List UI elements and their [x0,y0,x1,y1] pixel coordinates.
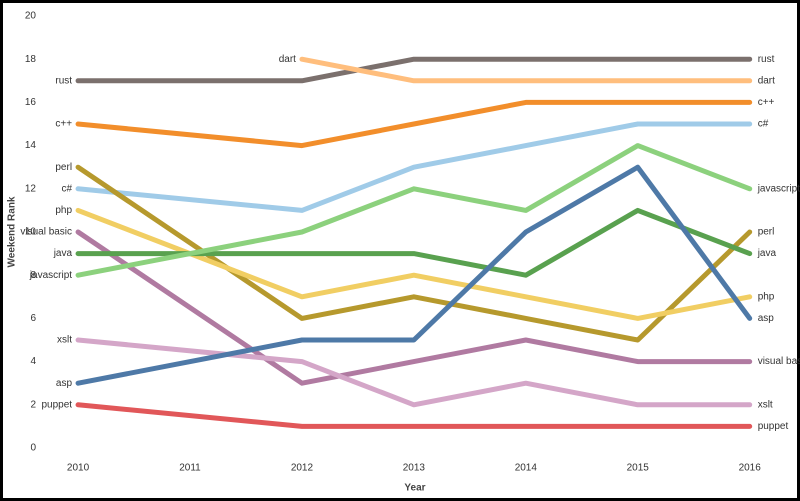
end-label: c# [758,119,769,130]
end-label: perl [758,227,775,238]
end-label: visual basic [758,356,800,367]
start-label: rust [55,75,72,86]
series-line [75,99,753,149]
end-label: php [758,291,775,302]
start-label: xslt [57,335,72,346]
y-tick-label: 18 [25,54,37,65]
y-tick-label: 6 [30,313,36,324]
end-label: asp [758,313,775,324]
series-line [299,56,753,84]
series-line [75,207,753,278]
y-axis-title: Weekend Rank [7,196,18,267]
y-tick-label: 4 [30,356,36,367]
start-label: perl [55,162,72,173]
series-line [75,402,753,429]
start-label: visual basic [20,227,72,238]
y-tick-label: 8 [30,270,36,281]
series-line [75,143,753,278]
start-label: asp [56,378,73,389]
series-line [75,56,753,84]
end-label: dart [758,75,775,86]
series-line [75,164,753,343]
end-label: puppet [758,421,789,432]
x-axis-title: Year [404,483,425,494]
y-tick-label: 14 [25,140,37,151]
background [3,3,797,498]
x-tick-label: 2010 [67,463,90,474]
y-tick-label: 10 [25,227,37,238]
x-tick-label: 2012 [291,463,314,474]
x-tick-label: 2014 [515,463,538,474]
x-tick-label: 2016 [739,463,762,474]
y-tick-label: 2 [30,399,36,410]
x-tick-label: 2013 [403,463,426,474]
series-line [75,164,753,386]
end-label: c++ [758,97,775,108]
series-line [75,121,753,213]
start-label: javascript [29,270,72,281]
start-label: dart [279,54,296,65]
start-label: php [55,205,72,216]
y-tick-label: 20 [25,11,37,22]
x-tick-label: 2011 [179,463,201,474]
y-tick-label: 16 [25,97,37,108]
start-label: puppet [41,399,72,410]
start-label: c# [61,183,72,194]
x-tick-label: 2015 [627,463,650,474]
end-label: rust [758,54,775,65]
y-tick-label: 0 [30,443,36,454]
series-line [75,337,753,408]
end-label: javascript [757,183,800,194]
end-label: java [757,248,777,259]
y-tick-label: 12 [25,183,37,194]
start-label: c++ [55,119,72,130]
end-label: xslt [758,399,773,410]
start-label: java [53,248,73,259]
